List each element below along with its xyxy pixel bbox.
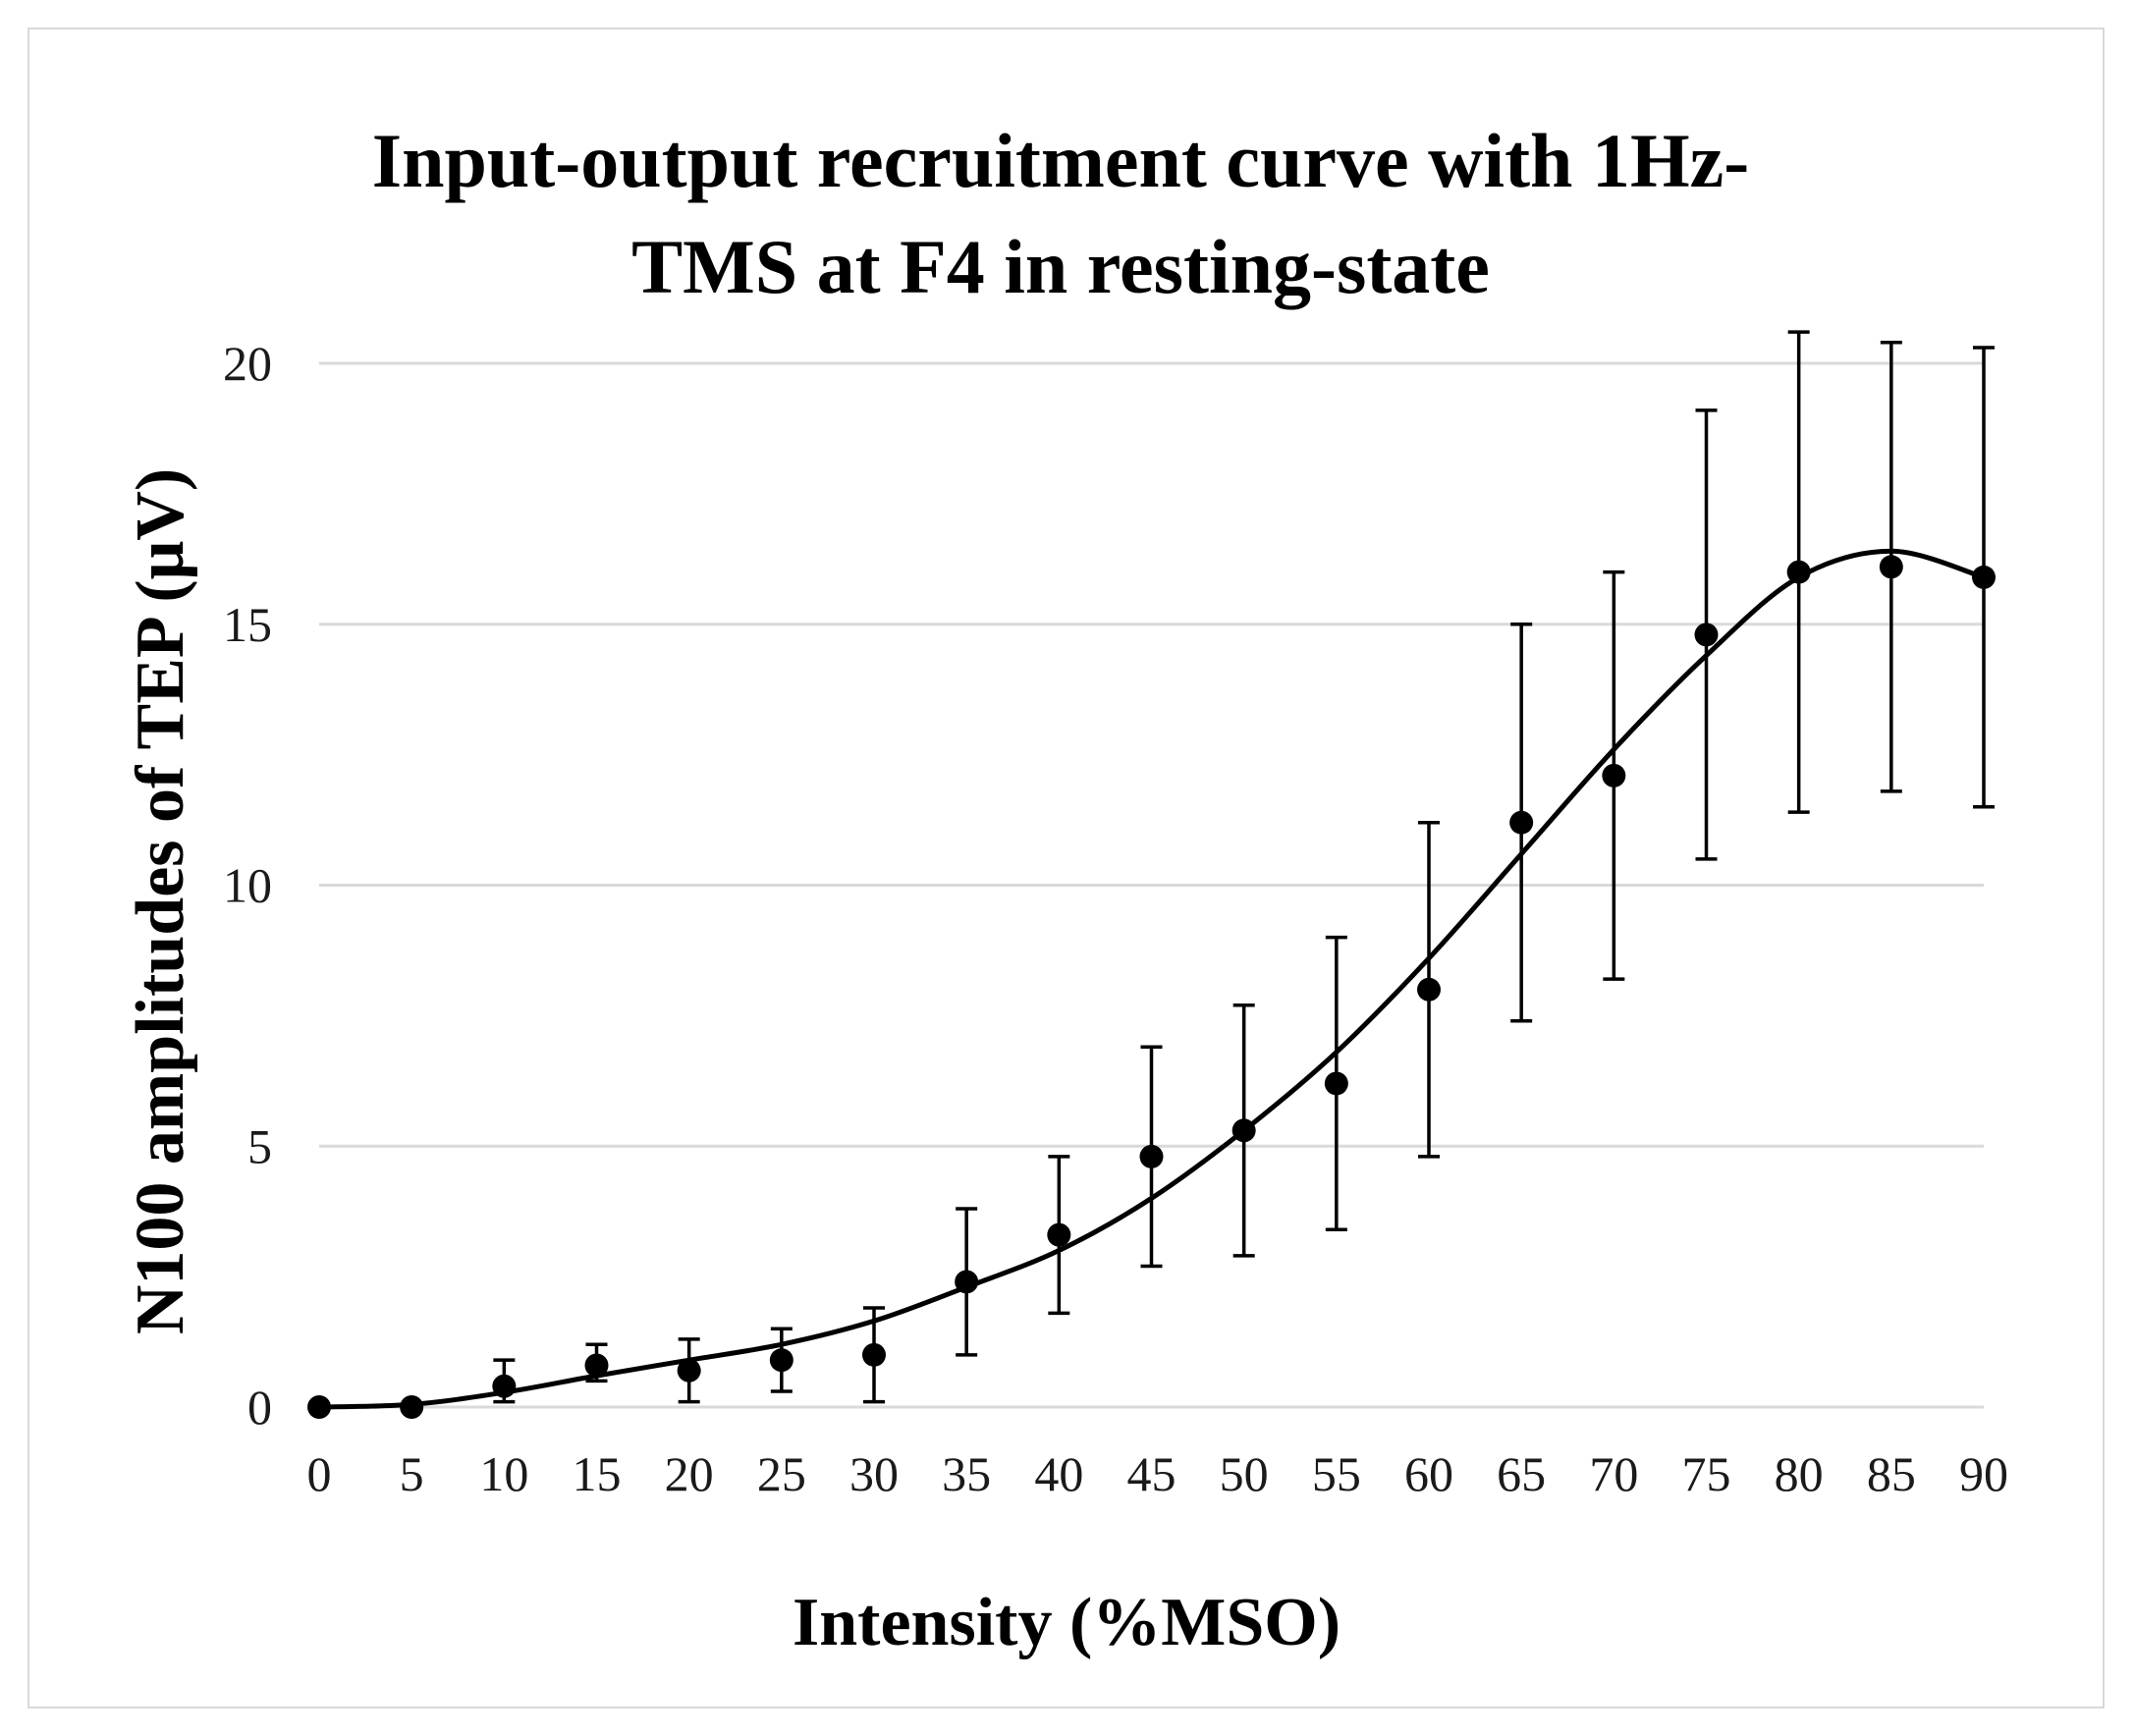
data-point <box>862 1342 886 1367</box>
data-point <box>1879 555 1903 579</box>
y-tick-label: 15 <box>223 597 272 652</box>
x-tick-label: 0 <box>307 1446 332 1501</box>
x-tick-label: 55 <box>1312 1446 1361 1501</box>
data-point <box>769 1348 793 1373</box>
data-point <box>677 1358 701 1383</box>
x-tick-labels: 0 5 10 15 20 25 30 35 40 45 50 55 60 65 70 75 80 85 90 <box>307 1446 2009 1501</box>
y-tick-label: 0 <box>247 1380 272 1435</box>
error-bars <box>493 330 1995 1404</box>
x-tick-label: 45 <box>1127 1446 1176 1501</box>
data-point <box>307 1395 331 1419</box>
x-tick-label: 50 <box>1220 1446 1269 1501</box>
data-points <box>307 555 1996 1419</box>
x-tick-label: 80 <box>1775 1446 1824 1501</box>
y-tick-labels: 0 5 10 15 20 <box>223 336 272 1435</box>
x-tick-label: 15 <box>573 1446 622 1501</box>
x-tick-label: 60 <box>1404 1446 1453 1501</box>
x-tick-label: 65 <box>1497 1446 1546 1501</box>
y-tick-label: 20 <box>223 336 272 391</box>
data-point <box>584 1353 609 1378</box>
chart-frame: Input-output recruitment curve with 1Hz-… <box>27 27 2105 1709</box>
chart: Input-output recruitment curve with 1Hz-… <box>123 118 2009 1660</box>
data-point <box>1047 1222 1071 1247</box>
data-point <box>1694 623 1719 647</box>
data-point <box>955 1270 979 1294</box>
x-tick-label: 35 <box>942 1446 991 1501</box>
data-point <box>1139 1144 1164 1168</box>
data-point <box>400 1395 424 1419</box>
x-axis-title: Intensity (%MSO) <box>793 1585 1341 1660</box>
fit-curve <box>318 548 1985 1410</box>
chart-title-line-1: Input-output recruitment curve with 1Hz- <box>372 118 1749 203</box>
data-point <box>1231 1118 1256 1143</box>
data-point <box>492 1374 517 1398</box>
x-tick-label: 75 <box>1682 1446 1731 1501</box>
y-axis-title: N100 amplitudes of TEP (μV) <box>123 468 198 1334</box>
x-tick-label: 5 <box>400 1446 424 1501</box>
x-tick-label: 20 <box>665 1446 714 1501</box>
y-tick-label: 5 <box>247 1118 272 1173</box>
x-tick-label: 90 <box>1959 1446 2008 1501</box>
x-tick-label: 70 <box>1589 1446 1638 1501</box>
x-tick-label: 40 <box>1034 1446 1083 1501</box>
data-point <box>1786 560 1811 584</box>
chart-title-line-2: TMS at F4 in resting-state <box>631 224 1490 309</box>
x-tick-label: 30 <box>849 1446 899 1501</box>
data-point <box>1324 1071 1348 1096</box>
fit-curve-layer <box>318 548 1985 1410</box>
data-point <box>1509 810 1534 835</box>
data-point <box>1972 565 1996 589</box>
x-tick-label: 10 <box>479 1446 528 1501</box>
y-tick-label: 10 <box>223 858 272 913</box>
data-point <box>1417 977 1441 1002</box>
x-tick-label: 85 <box>1867 1446 1916 1501</box>
data-point <box>1602 763 1626 787</box>
x-tick-label: 25 <box>757 1446 806 1501</box>
